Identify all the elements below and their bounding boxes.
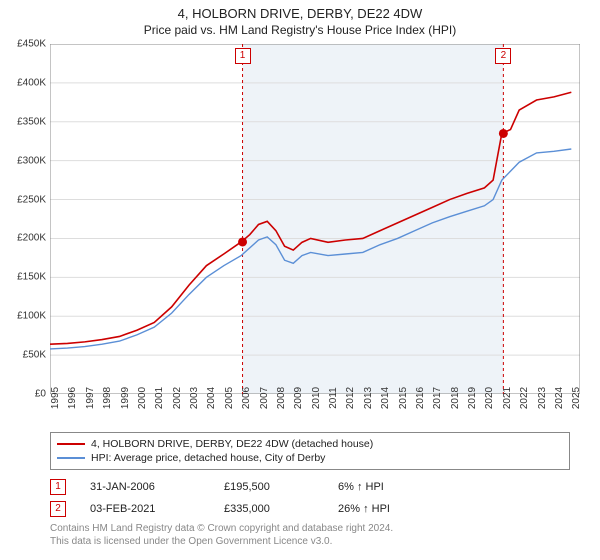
legend-swatch [57, 457, 85, 459]
x-axis-label: 2005 [224, 387, 235, 409]
data-date: 31-JAN-2006 [90, 481, 200, 493]
x-axis-label: 2019 [467, 387, 478, 409]
data-price: £195,500 [224, 481, 314, 493]
y-axis-label: £0 [2, 389, 46, 400]
marker-label: 2 [495, 48, 511, 64]
legend-label: HPI: Average price, detached house, City… [91, 452, 325, 464]
marker-badge: 2 [50, 501, 66, 517]
data-date: 03-FEB-2021 [90, 503, 200, 515]
data-pct: 26% ↑ HPI [338, 503, 438, 515]
x-axis-label: 2011 [328, 387, 339, 409]
data-row: 1 31-JAN-2006 £195,500 6% ↑ HPI [50, 476, 570, 498]
x-axis-label: 2015 [398, 387, 409, 409]
x-axis-label: 1998 [102, 387, 113, 409]
y-axis-label: £350K [2, 116, 46, 127]
x-axis-label: 2012 [345, 387, 356, 409]
x-axis-label: 2021 [502, 387, 513, 409]
y-axis-label: £250K [2, 194, 46, 205]
x-axis-label: 2018 [450, 387, 461, 409]
x-axis-label: 2013 [363, 387, 374, 409]
x-axis-label: 2010 [311, 387, 322, 409]
legend-swatch [57, 443, 85, 445]
x-axis-label: 2009 [293, 387, 304, 409]
y-axis-label: £150K [2, 272, 46, 283]
x-axis-label: 2014 [380, 387, 391, 409]
x-axis-label: 2001 [154, 387, 165, 409]
marker-badge: 1 [50, 479, 66, 495]
y-axis-label: £100K [2, 311, 46, 322]
legend-label: 4, HOLBORN DRIVE, DERBY, DE22 4DW (detac… [91, 438, 373, 450]
x-axis-label: 2002 [172, 387, 183, 409]
chart-svg [50, 44, 580, 394]
x-axis-label: 2003 [189, 387, 200, 409]
x-axis-label: 1997 [85, 387, 96, 409]
footer-line1: Contains HM Land Registry data © Crown c… [50, 522, 393, 535]
x-axis-label: 2025 [571, 387, 582, 409]
y-axis-label: £50K [2, 350, 46, 361]
data-rows: 1 31-JAN-2006 £195,500 6% ↑ HPI 2 03-FEB… [50, 476, 570, 520]
x-axis-label: 2020 [484, 387, 495, 409]
chart-title: 4, HOLBORN DRIVE, DERBY, DE22 4DW [0, 0, 600, 21]
footer-line2: This data is licensed under the Open Gov… [50, 535, 393, 548]
x-axis-label: 2008 [276, 387, 287, 409]
legend-item: HPI: Average price, detached house, City… [57, 451, 563, 465]
y-axis-label: £200K [2, 233, 46, 244]
y-axis-label: £300K [2, 155, 46, 166]
x-axis-label: 2016 [415, 387, 426, 409]
x-axis-label: 1999 [120, 387, 131, 409]
x-axis-label: 1995 [50, 387, 61, 409]
y-axis-label: £450K [2, 39, 46, 50]
x-axis-label: 2007 [259, 387, 270, 409]
x-axis-label: 2023 [537, 387, 548, 409]
chart-subtitle: Price paid vs. HM Land Registry's House … [0, 21, 600, 41]
footer: Contains HM Land Registry data © Crown c… [50, 522, 393, 548]
x-axis-label: 2017 [432, 387, 443, 409]
data-row: 2 03-FEB-2021 £335,000 26% ↑ HPI [50, 498, 570, 520]
y-axis-label: £400K [2, 77, 46, 88]
x-axis-label: 2022 [519, 387, 530, 409]
marker-label: 1 [235, 48, 251, 64]
data-pct: 6% ↑ HPI [338, 481, 438, 493]
x-axis-label: 2006 [241, 387, 252, 409]
x-axis-label: 2000 [137, 387, 148, 409]
legend-item: 4, HOLBORN DRIVE, DERBY, DE22 4DW (detac… [57, 437, 563, 451]
data-price: £335,000 [224, 503, 314, 515]
x-axis-label: 1996 [67, 387, 78, 409]
x-axis-label: 2024 [554, 387, 565, 409]
legend-box: 4, HOLBORN DRIVE, DERBY, DE22 4DW (detac… [50, 432, 570, 470]
chart-container: 4, HOLBORN DRIVE, DERBY, DE22 4DW Price … [0, 0, 600, 560]
chart-area: £0£50K£100K£150K£200K£250K£300K£350K£400… [50, 44, 580, 394]
x-axis-label: 2004 [206, 387, 217, 409]
